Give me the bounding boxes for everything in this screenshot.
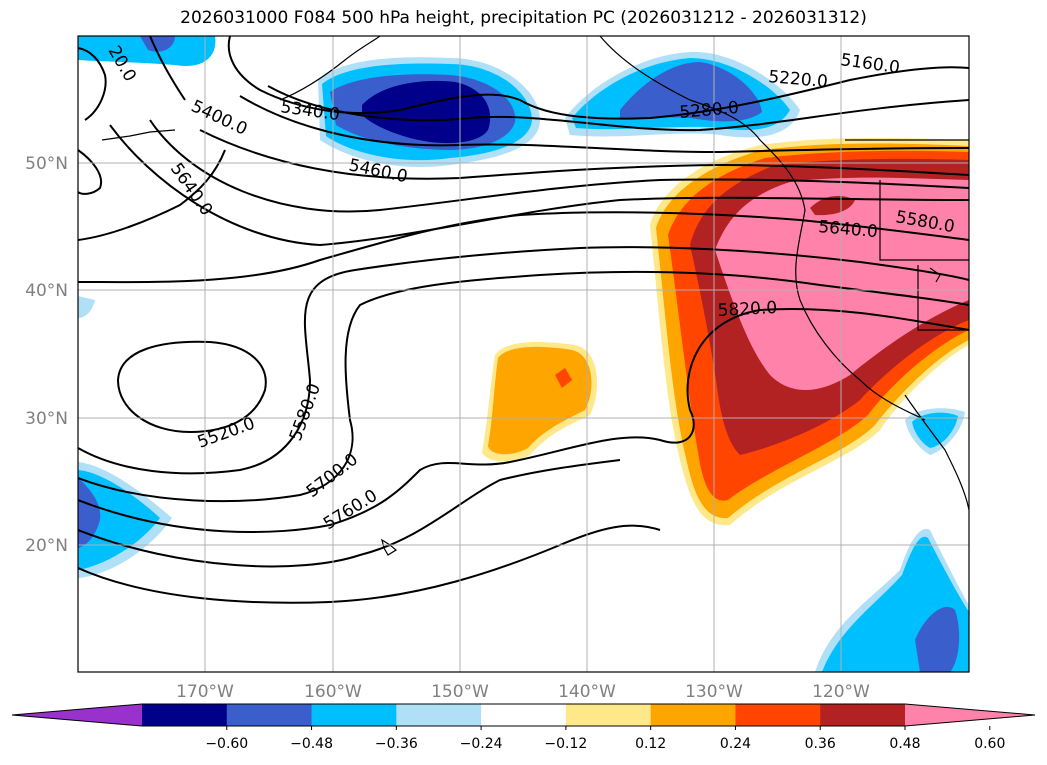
lon-label-160w: 160°W [304,682,362,702]
latitude-labels: 50°N 40°N 30°N 20°N [25,154,68,556]
lon-label-120w: 120°W [812,682,870,702]
colorbar-swatch [735,704,821,726]
colorbar-swatch [650,704,736,726]
lat-label-40n: 40°N [25,281,68,301]
longitude-labels: 170°W 160°W 150°W 140°W 130°W 120°W [176,682,870,702]
colorbar-tick-label: 0.12 [635,736,666,752]
colorbar-tick-label: −0.48 [290,736,333,752]
lat-label-50n: 50°N [25,154,68,174]
colorbar-swatch [311,704,397,726]
negative-anomaly-gulf-alaska [565,51,800,138]
colorbar-swatch [142,704,228,726]
colorbar-swatch [565,704,652,726]
positive-anomaly-central-pacific [482,342,598,462]
lat-label-20n: 20°N [25,536,68,556]
colorbar-tick-label: −0.36 [375,736,418,752]
colorbar-tick-label: 0.48 [889,736,920,752]
colorbar-tick-label: −0.60 [205,736,248,752]
lon-label-130w: 130°W [685,682,743,702]
graticule [78,36,969,672]
contour-label: 5820.0 [717,298,777,321]
colorbar-tick-label: −0.24 [460,736,503,752]
lat-label-30n: 30°N [25,409,68,429]
map-frame [77,35,970,673]
colorbar-swatch [481,704,567,726]
colorbar-extend-low [12,704,142,726]
colorbar-swatch [396,704,482,726]
colorbar-tick-label: 0.60 [974,736,1005,752]
colorbar-tick-label: 0.36 [805,736,836,752]
negative-anomaly-top-left [78,36,216,318]
colorbar-swatch [226,704,313,726]
lon-label-170w: 170°W [176,682,234,702]
coastlines [101,36,969,556]
map-title: 2026031000 F084 500 hPa height, precipit… [180,8,867,28]
lon-label-150w: 150°W [431,682,489,702]
colorbar-swatch [820,704,906,726]
colorbar-outline [11,703,1036,727]
colorbar-extend-high [905,704,1035,726]
negative-anomaly-north-pacific [318,57,540,168]
colorbar-tick-label: 0.24 [720,736,751,752]
positive-anomaly-west-coast [650,137,969,526]
colorbar: −0.60 −0.48 −0.36 −0.24 −0.12 0.12 0.24 0.36 0.4… [11,703,1036,752]
lon-label-140w: 140°W [558,682,616,702]
negative-anomaly-southeast [815,408,969,672]
colorbar-tick-label: −0.12 [544,736,587,752]
